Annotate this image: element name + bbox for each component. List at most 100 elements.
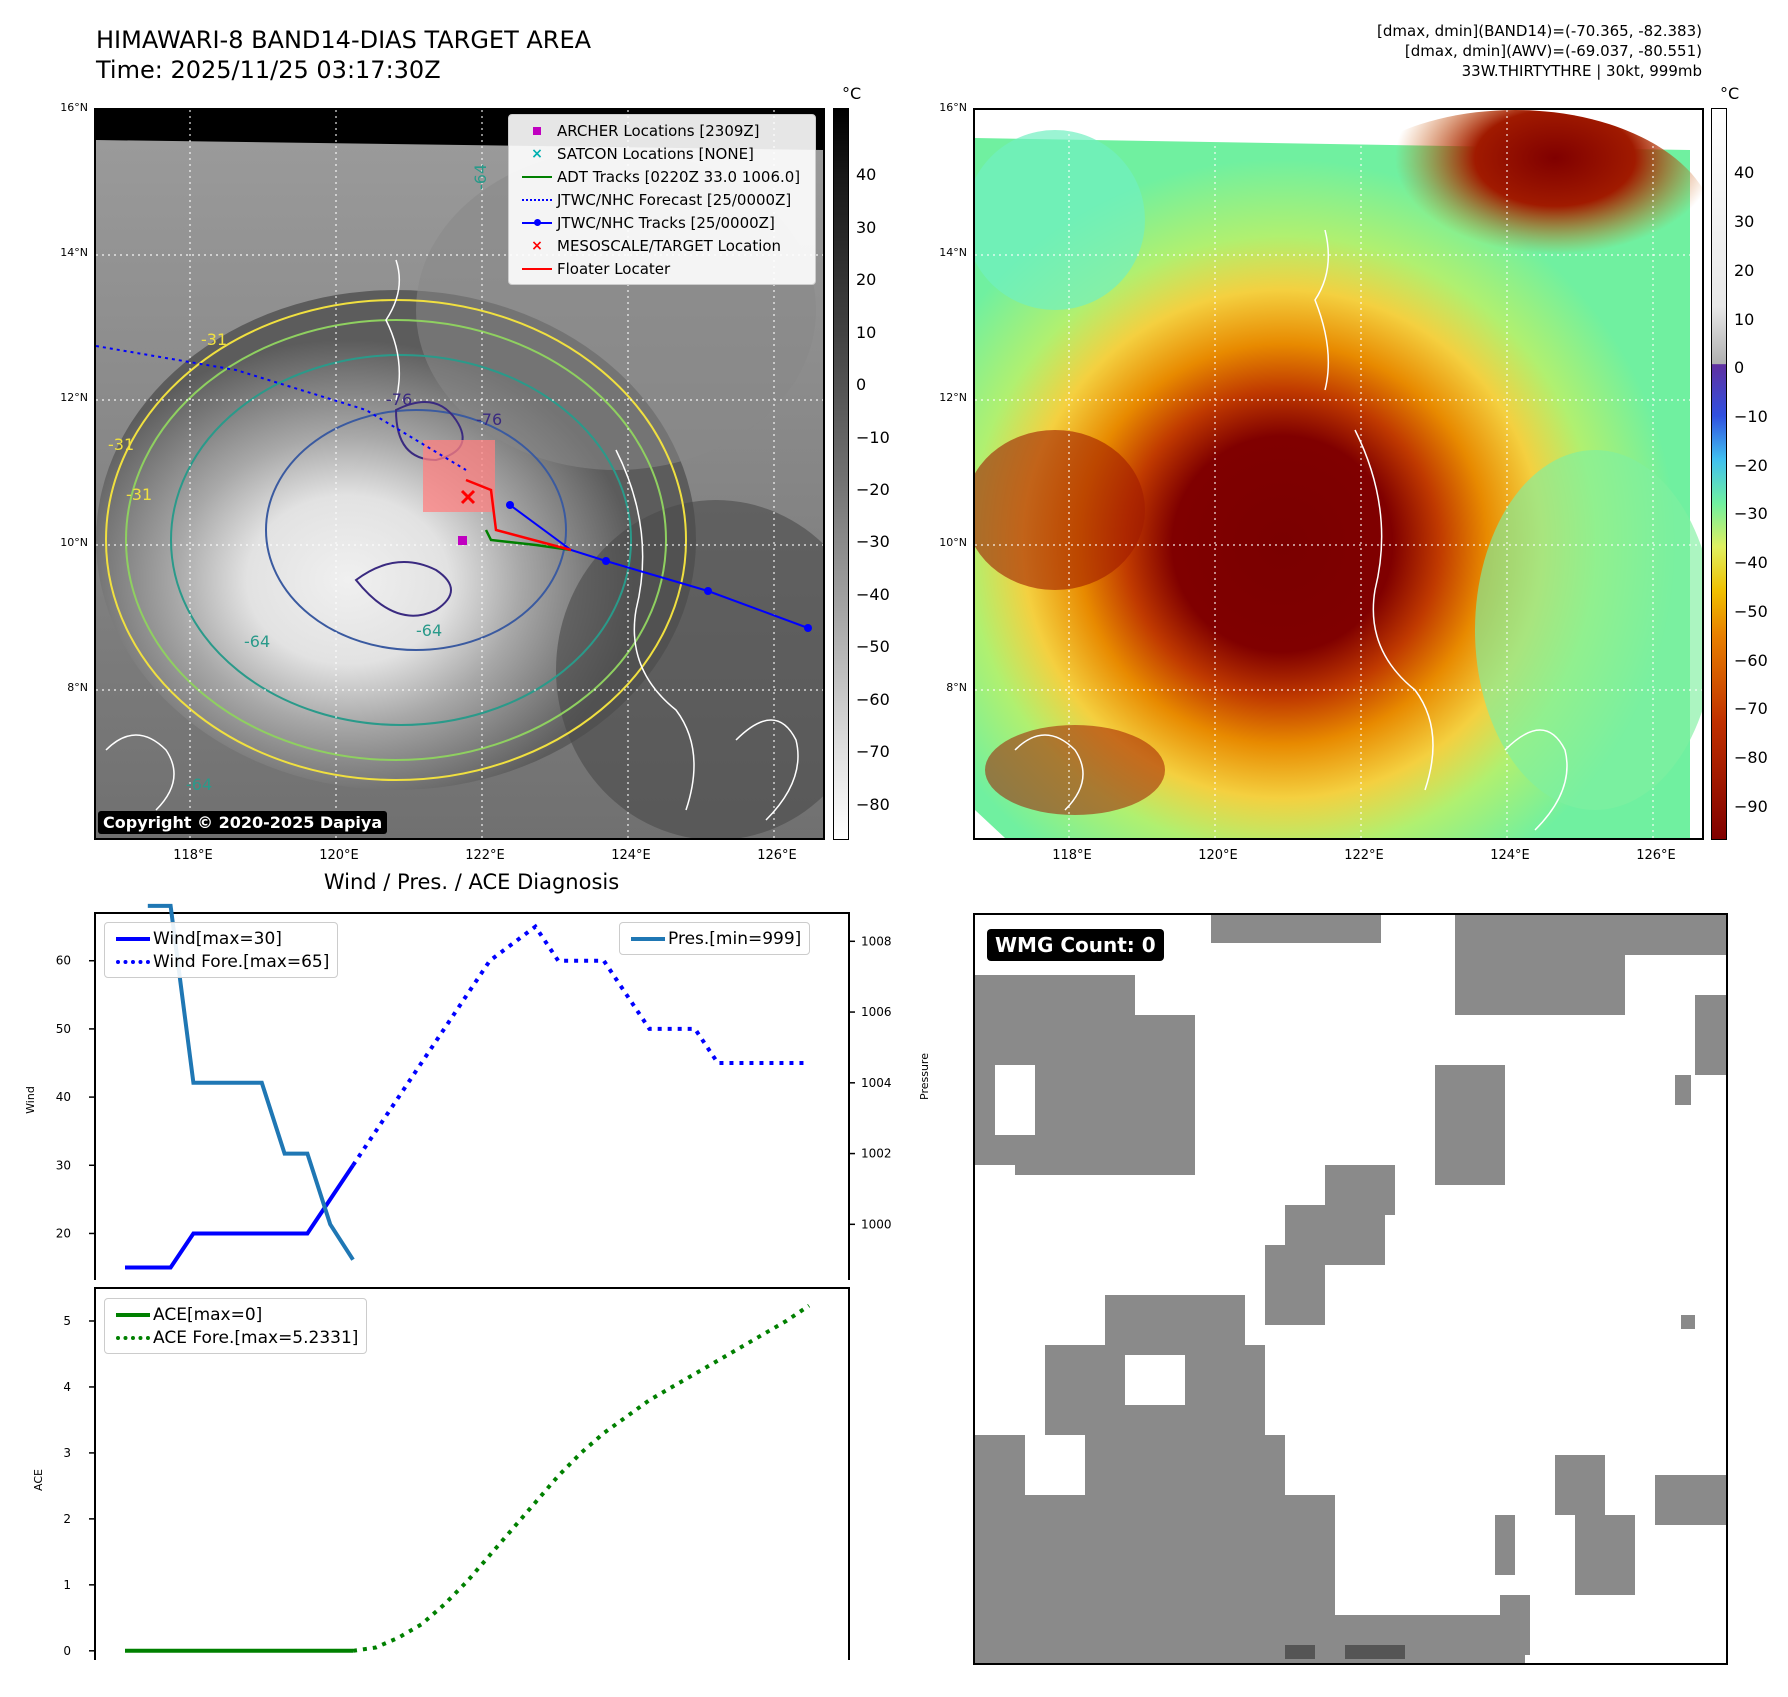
wind-plot-area: 20 30 40 50 60 1000 1002 1004 1006 1008 (56, 903, 892, 1270)
right-colorbar-tick: 0 (1734, 358, 1745, 378)
legend-item-jtwc-tracks: JTWC/NHC Tracks [25/0000Z] (517, 211, 807, 234)
y-right-tick-label: 1002 (861, 1147, 892, 1161)
contour-label: -76 (476, 410, 502, 429)
left-colorbar-tick: −20 (856, 480, 890, 499)
wmg-mask-regions (975, 915, 1726, 1663)
contour-minus50 (125, 319, 667, 761)
wmg-dark-cell (1345, 1645, 1405, 1659)
legend-item-satcon: × SATCON Locations [NONE] (517, 142, 807, 165)
wind-axis-label: Wind (24, 1086, 37, 1114)
right-colorbar-tick: −10 (1734, 406, 1768, 426)
ace-chart-frame (94, 1287, 850, 1660)
y-tick-label: 30 (56, 1158, 71, 1172)
pressure-axis-label-text: Pressure (918, 1053, 931, 1100)
legend-label: Wind[max=30] (153, 928, 282, 949)
right-colorbar-tick: −90 (1734, 796, 1768, 816)
left-colorbar-tick: −80 (856, 794, 890, 814)
legend-item-mesoscale: × MESOSCALE/TARGET Location (517, 234, 807, 257)
legend-label: ARCHER Locations [2309Z] (557, 121, 760, 140)
right-map-lon-label: 122°E (1344, 848, 1384, 863)
stats-line-band14: [dmax, dmin](BAND14)=(-70.365, -82.383) (1377, 22, 1702, 40)
legend-item-wind: Wind[max=30] (113, 927, 329, 950)
right-colorbar-tick: −20 (1734, 455, 1768, 475)
wmg-region (1211, 915, 1381, 943)
coastline (1354, 429, 1434, 791)
left-colorbar-tick: −40 (856, 584, 890, 604)
y-tick-label: 20 (56, 1226, 71, 1240)
legend-label: JTWC/NHC Forecast [25/0000Z] (557, 190, 792, 209)
right-map-lat-label: 10°N (939, 536, 967, 549)
enhanced-gridlines (975, 110, 1702, 838)
ir-clear-southeast (556, 500, 823, 838)
enhanced-clear-northwest (975, 130, 1145, 310)
series-line (351, 923, 809, 1167)
y-right-tick-label: 1006 (861, 1005, 892, 1019)
wind-legend: Wind[max=30] Wind Fore.[max=65] (104, 922, 339, 978)
wmg-dark-cell (1285, 1645, 1315, 1659)
coastline (615, 449, 695, 811)
contour-minus70 (265, 409, 567, 651)
right-colorbar-tick: 40 (1734, 163, 1755, 183)
storm-info-line: 33W.THIRTYTHRE | 30kt, 999mb (1461, 62, 1702, 80)
y-tick-label: 1 (63, 1578, 71, 1592)
left-colorbar (833, 108, 849, 840)
legend-item-pressure: Pres.[min=999] (628, 927, 801, 950)
right-colorbar-tick: −80 (1734, 747, 1768, 767)
contour-label: -31 (201, 330, 227, 349)
map-legend: ARCHER Locations [2309Z] × SATCON Locati… (508, 114, 816, 285)
diagnosis-title: Wind / Pres. / ACE Diagnosis (323, 870, 620, 894)
y-tick-label: 40 (56, 1090, 71, 1104)
left-colorbar-tick: 10 (856, 322, 877, 342)
left-map-lat-label: 8°N (67, 681, 88, 694)
legend-label: Wind Fore.[max=65] (153, 951, 330, 972)
wmg-panel: WMG Count: 0 (973, 913, 1728, 1665)
legend-item-adt: ADT Tracks [0220Z 33.0 1006.0] (517, 165, 807, 188)
jtwc-forecast-track (96, 345, 467, 471)
right-colorbar-tick: −30 (1734, 504, 1768, 524)
left-map-lon-label: 122°E (465, 848, 505, 863)
line-icon (522, 267, 552, 270)
left-map-lon-label: 120°E (319, 848, 359, 863)
figure-title-line1: HIMAWARI-8 BAND14-DIAS TARGET AREA (96, 26, 592, 54)
legend-label: MESOSCALE/TARGET Location (557, 236, 782, 255)
left-map-lon-label: 118°E (173, 848, 213, 863)
right-map-lat-label: 8°N (946, 681, 967, 694)
right-map-lon-label: 120°E (1198, 848, 1238, 863)
archer-location (458, 536, 467, 545)
ace-chart: 0 1 2 3 4 5 ACE (32, 1287, 850, 1660)
wind-chart-frame (94, 912, 850, 1280)
contour-label: -64 (416, 621, 442, 640)
right-colorbar-tick: 30 (1734, 212, 1755, 232)
enhanced-cloud-north (1315, 110, 1702, 350)
left-colorbar-tick: 0 (856, 375, 867, 395)
legend-label: ACE Fore.[max=5.2331] (153, 1327, 359, 1348)
contour-label: -76 (386, 390, 412, 409)
left-colorbar-tick: 40 (856, 165, 877, 185)
jtwc-track-point (602, 557, 610, 565)
contour-minus76-south (354, 561, 452, 617)
legend-label: Pres.[min=999] (668, 928, 802, 949)
left-colorbar-tick: −50 (856, 637, 890, 657)
line-icon (522, 175, 552, 178)
jtwc-track-point (804, 624, 812, 632)
legend-label: Floater Locater (557, 259, 671, 278)
wmg-count-badge: WMG Count: 0 (987, 929, 1164, 961)
legend-item-wind-forecast: Wind Fore.[max=65] (113, 950, 329, 973)
ace-plot-area: 0 1 2 3 4 5 (63, 1303, 811, 1658)
y-tick-label: 2 (63, 1512, 71, 1526)
y-right-tick-label: 1008 (861, 934, 892, 948)
y-tick-label: 60 (56, 954, 71, 968)
right-map-lat-label: 14°N (939, 246, 967, 259)
series-line (147, 903, 355, 1261)
right-colorbar-tick: −70 (1734, 699, 1768, 719)
right-colorbar-tick: −60 (1734, 650, 1768, 670)
enhanced-ir-map-panel (973, 108, 1704, 840)
left-colorbar-unit: °C (842, 84, 862, 103)
legend-label: ACE[max=0] (153, 1304, 263, 1325)
y-right-tick-label: 1004 (861, 1076, 892, 1090)
coastline (1504, 729, 1568, 831)
legend-label: SATCON Locations [NONE] (557, 144, 754, 163)
right-map-lon-label: 118°E (1052, 848, 1092, 863)
left-map-lon-label: 124°E (611, 848, 651, 863)
enhanced-ir-map-svg (975, 110, 1702, 838)
